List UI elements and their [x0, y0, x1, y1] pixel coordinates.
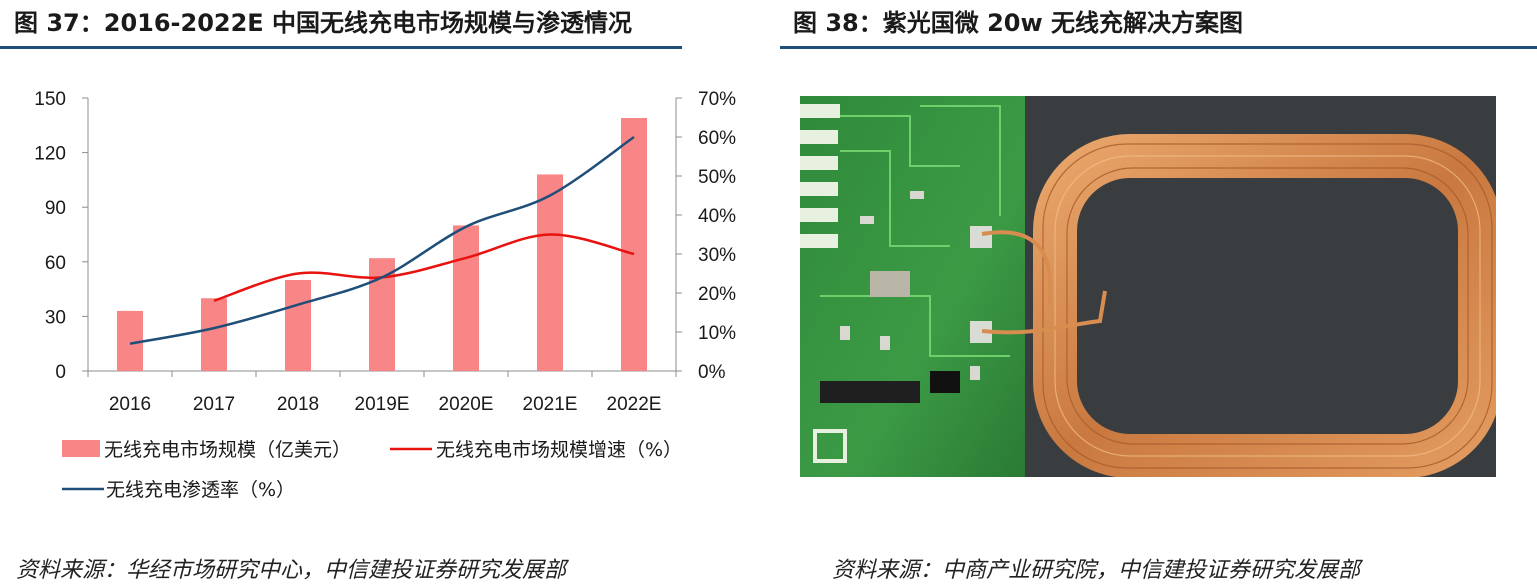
- x-tick-label: 2018: [277, 394, 319, 415]
- figure-38-title: 图 38：紫光国微 20w 无线充解决方案图: [793, 9, 1244, 37]
- market-chart: 0 30 60 90 120 150 0% 10% 20% 30% 40% 50% 60% 70% 2016…: [34, 89, 736, 501]
- right-tick-label: 60%: [698, 128, 736, 149]
- title-rule-left: [0, 46, 682, 49]
- right-tick-label: 50%: [698, 167, 736, 188]
- left-tick-label: 60: [45, 253, 66, 274]
- right-tick-label: 30%: [698, 245, 736, 266]
- x-tick-label: 2022E: [607, 394, 662, 415]
- x-tick-label: 2016: [109, 394, 151, 415]
- legend-swatch-bar: [62, 440, 100, 457]
- bar: [453, 225, 479, 371]
- right-tick-label: 20%: [698, 284, 736, 305]
- x-tick-label: 2017: [193, 394, 235, 415]
- figure-37-source: 资料来源：华经市场研究中心，中信建投证券研究发展部: [16, 558, 567, 583]
- x-tick-label: 2020E: [439, 394, 494, 415]
- title-rule-right: [780, 46, 1537, 49]
- bar: [285, 280, 311, 371]
- x-tick-label: 2019E: [355, 394, 410, 415]
- legend-label-market-size: 无线充电市场规模（亿美元）: [104, 439, 351, 461]
- right-tick-label: 0%: [698, 362, 726, 383]
- legend-label-penetration: 无线充电渗透率（%）: [106, 479, 295, 501]
- left-tick-label: 120: [34, 144, 66, 165]
- figure-38-source: 资料来源：中商产业研究院，中信建投证券研究发展部: [832, 558, 1361, 583]
- bar: [201, 298, 227, 371]
- left-tick-label: 30: [45, 307, 66, 328]
- wireless-charger-photo: [800, 96, 1496, 477]
- right-tick-label: 40%: [698, 206, 736, 227]
- left-tick-label: 90: [45, 198, 66, 219]
- right-tick-label: 10%: [698, 323, 736, 344]
- growth-rate-line: [213, 233, 635, 302]
- figure-37-title: 图 37：2016-2022E 中国无线充电市场规模与渗透情况: [14, 9, 633, 37]
- x-tick-label: 2021E: [523, 394, 578, 415]
- left-tick-label: 150: [34, 89, 66, 110]
- bar: [537, 174, 563, 371]
- penetration-rate-line: [129, 135, 635, 345]
- left-tick-label: 0: [55, 362, 66, 383]
- bar: [621, 118, 647, 371]
- right-tick-label: 70%: [698, 89, 736, 110]
- legend-label-growth: 无线充电市场规模增速（%）: [436, 439, 682, 461]
